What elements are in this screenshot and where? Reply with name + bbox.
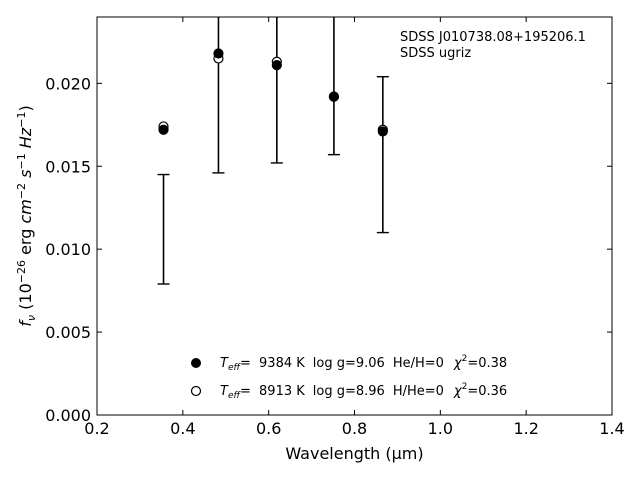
legend-marker-filled xyxy=(191,358,201,368)
y-axis-label: fν (10−26 erg cm−2 s−1 Hz−1) xyxy=(15,105,38,326)
annotation-object-name: SDSS J010738.08+195206.1 xyxy=(400,30,586,45)
x-tick-label: 1.0 xyxy=(428,419,453,438)
x-tick-label: 0.2 xyxy=(84,419,109,438)
x-axis-label: Wavelength (μm) xyxy=(285,444,423,463)
model-point-filled xyxy=(328,91,339,102)
x-tick-label: 0.8 xyxy=(342,419,367,438)
x-tick-label: 1.4 xyxy=(599,419,624,438)
y-tick-label: 0.015 xyxy=(45,157,91,176)
legend-marker-open xyxy=(190,385,202,397)
model-point-filled xyxy=(213,48,224,59)
x-tick-label: 0.4 xyxy=(170,419,195,438)
model-point-filled xyxy=(271,59,282,71)
y-tick-label: 0.005 xyxy=(45,323,91,342)
y-tick-label: 0.000 xyxy=(45,406,91,425)
model-point-filled xyxy=(158,124,169,135)
x-tick-label: 0.6 xyxy=(256,419,281,438)
plot-area xyxy=(96,16,613,416)
y-tick-label: 0.010 xyxy=(45,240,91,259)
x-tick-label: 1.2 xyxy=(513,419,538,438)
model-point-filled xyxy=(377,126,388,137)
y-tick-label: 0.020 xyxy=(45,74,91,93)
annotation-survey: SDSS ugriz xyxy=(400,46,471,61)
